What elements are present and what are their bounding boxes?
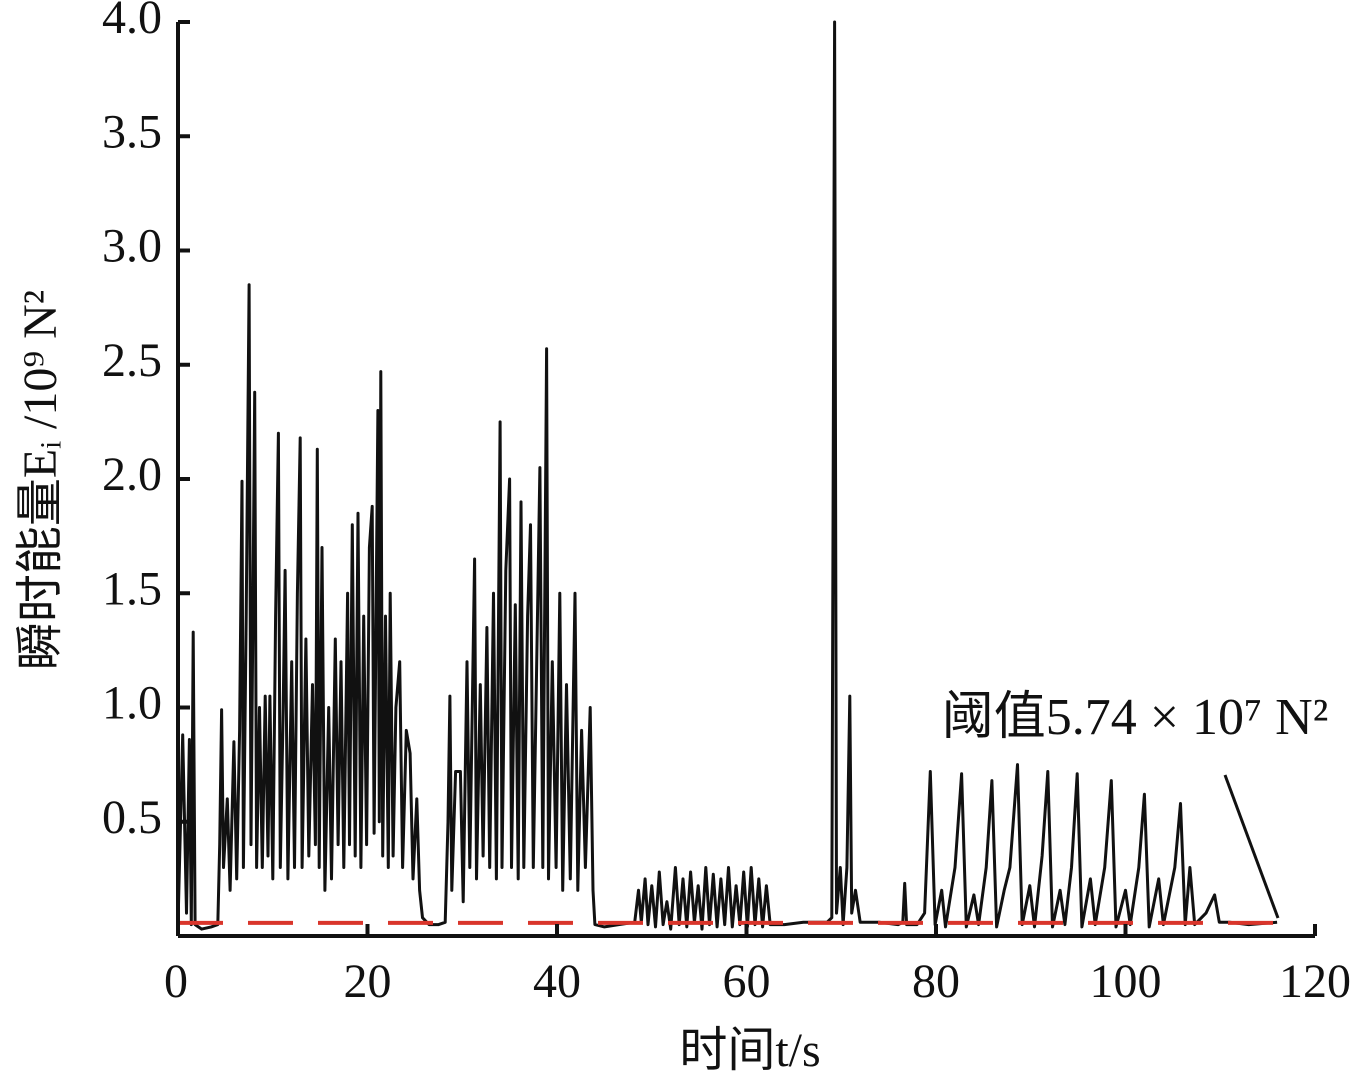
y-tick-label: 3.5 xyxy=(102,105,162,158)
y-tick-label: 1.5 xyxy=(102,562,162,615)
x-tick-label: 20 xyxy=(344,955,392,1008)
y-tick-label: 0.5 xyxy=(102,791,162,844)
x-tick-label: 120 xyxy=(1279,955,1351,1008)
y-tick-label: 2.5 xyxy=(102,334,162,387)
x-tick-label: 80 xyxy=(912,955,960,1008)
annotation-pointer xyxy=(1223,774,1280,919)
x-tick-label: 60 xyxy=(723,955,771,1008)
data-line xyxy=(176,20,1278,931)
x-axis-title: 时间t/s xyxy=(679,1024,820,1077)
threshold-annotation: 阈值5.74 × 10⁷ N² xyxy=(942,689,1329,746)
y-tick-label: 2.0 xyxy=(102,448,162,501)
y-tick-label: 3.0 xyxy=(102,220,162,273)
y-axis-title: 瞬时能量Eᵢ /10⁹ N² xyxy=(14,290,67,670)
x-tick-label: 40 xyxy=(533,955,581,1008)
x-tick-label: 0 xyxy=(164,955,188,1008)
y-tick-label: 4.0 xyxy=(102,0,162,44)
y-tick-label: 1.0 xyxy=(102,677,162,730)
x-tick-label: 100 xyxy=(1090,955,1162,1008)
